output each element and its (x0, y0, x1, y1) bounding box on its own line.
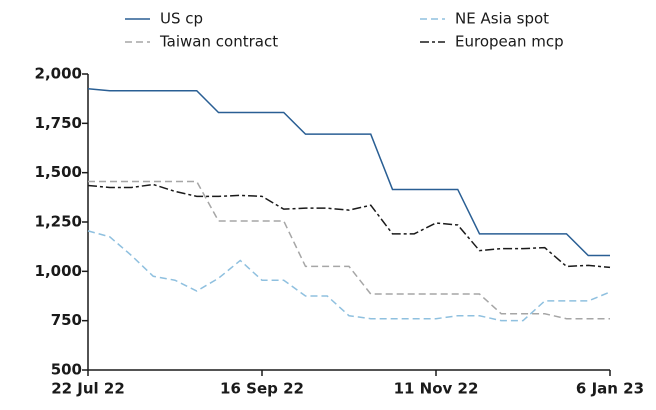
series-line (87, 230, 611, 322)
legend-label: US cp (160, 10, 203, 28)
y-tick-label: 2,000 (35, 65, 82, 83)
legend-label: European mcp (455, 33, 564, 51)
y-tick-label: 1,500 (35, 163, 82, 181)
series-line (88, 180, 610, 320)
x-tick-label: 16 Sep 22 (220, 380, 304, 398)
y-tick-label: 500 (51, 361, 82, 379)
y-tick-label: 1,250 (35, 213, 82, 231)
x-tick-label: 11 Nov 22 (394, 380, 479, 398)
y-tick-label: 1,000 (35, 262, 82, 280)
x-tick-label: 22 Jul 22 (51, 380, 125, 398)
y-tick-label: 1,750 (35, 114, 82, 132)
x-tick-label: 6 Jan 23 (576, 380, 644, 398)
series-line (87, 88, 610, 257)
legend-label: NE Asia spot (455, 10, 549, 28)
series-line (87, 183, 611, 269)
legend-label: Taiwan contract (159, 33, 278, 51)
y-tick-label: 750 (51, 311, 82, 329)
